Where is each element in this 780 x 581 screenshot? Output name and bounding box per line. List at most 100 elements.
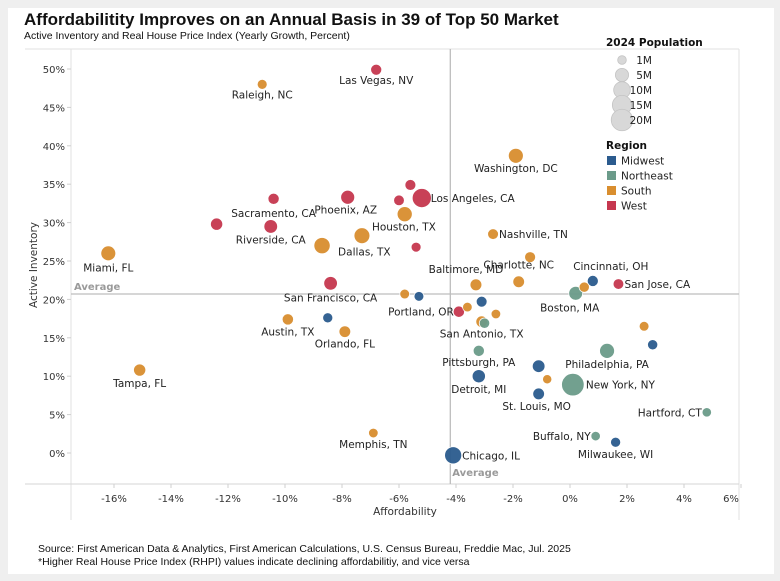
data-point[interactable]	[410, 241, 422, 253]
data-point[interactable]	[469, 278, 483, 292]
point-label: Buffalo, NY	[533, 431, 591, 443]
data-point[interactable]	[396, 206, 413, 223]
data-point[interactable]	[638, 320, 650, 332]
x-average-label: Average	[452, 468, 499, 479]
data-point[interactable]	[586, 275, 599, 287]
data-point[interactable]	[444, 446, 463, 465]
point-label: Milwaukee, WI	[578, 449, 653, 461]
point-label: St. Louis, MO	[502, 401, 571, 413]
data-point[interactable]	[340, 189, 356, 205]
data-point[interactable]	[404, 179, 417, 191]
data-point[interactable]	[531, 359, 546, 373]
x-tick-label: -2%	[503, 494, 522, 505]
y-tick-label: 35%	[43, 180, 65, 191]
data-point[interactable]	[323, 276, 338, 291]
data-point[interactable]	[487, 228, 499, 240]
data-point[interactable]	[612, 278, 625, 290]
x-tick-label: -10%	[272, 494, 298, 505]
x-tick-label: 4%	[676, 494, 692, 505]
x-tick-label: -6%	[389, 494, 408, 505]
y-tick-label: 40%	[43, 142, 65, 153]
data-point[interactable]	[413, 291, 425, 302]
y-tick-label: 30%	[43, 219, 65, 230]
data-point[interactable]	[471, 369, 486, 384]
color-legend-label: South	[621, 186, 652, 198]
data-point[interactable]	[507, 147, 524, 164]
data-point[interactable]	[281, 313, 294, 326]
y-average-label: Average	[74, 282, 121, 293]
data-point[interactable]	[599, 342, 615, 359]
data-point[interactable]	[338, 325, 352, 338]
size-legend-circle	[610, 108, 634, 132]
x-tick-label: -4%	[446, 494, 465, 505]
data-point[interactable]	[532, 387, 545, 401]
y-tick-label: 15%	[43, 334, 65, 345]
data-point[interactable]	[561, 372, 585, 397]
data-point[interactable]	[210, 217, 224, 231]
data-point[interactable]	[610, 436, 622, 448]
y-tick-label: 50%	[43, 65, 65, 76]
data-point[interactable]	[478, 317, 491, 329]
data-point[interactable]	[568, 285, 584, 301]
color-legend-swatch	[607, 171, 616, 180]
data-point[interactable]	[322, 312, 334, 324]
point-label: Houston, TX	[372, 222, 436, 234]
y-tick-label: 20%	[43, 295, 65, 306]
data-point[interactable]	[411, 188, 432, 209]
size-legend-circle	[617, 55, 627, 65]
data-point[interactable]	[701, 407, 712, 418]
data-point[interactable]	[490, 308, 502, 320]
size-legend-label: 1M	[636, 55, 652, 67]
x-axis-ticks: -16% -14% -12% -10% -8% -6% -4% -2% 0% 2% 4% 6%	[101, 484, 742, 505]
data-point[interactable]	[133, 363, 147, 377]
point-label: Detroit, MI	[451, 384, 506, 396]
point-label: San Antonio, TX	[440, 329, 524, 341]
data-point[interactable]	[524, 251, 536, 264]
x-tick-label: -16%	[101, 494, 127, 505]
data-point[interactable]	[512, 275, 525, 288]
plot-frame	[25, 48, 740, 520]
point-label: San Francisco, CA	[284, 292, 378, 304]
legend: 2024 Population 1M 5M 10M 15M 20M Region Mid…	[606, 37, 703, 213]
color-legend-label: Northeast	[621, 171, 673, 183]
y-tick-label: 0%	[49, 449, 65, 460]
color-legend-label: Midwest	[621, 156, 664, 168]
point-label: Dallas, TX	[338, 247, 391, 259]
data-point[interactable]	[452, 305, 465, 318]
point-label: Charlotte, NC	[483, 260, 554, 272]
y-axis-label: Active Inventory	[28, 222, 40, 308]
point-label: Miami, FL	[83, 262, 133, 274]
x-axis-label: Affordability	[373, 506, 437, 518]
data-point[interactable]	[353, 227, 371, 244]
x-tick-label: -12%	[215, 494, 241, 505]
data-point[interactable]	[472, 344, 485, 357]
data-point[interactable]	[100, 245, 117, 262]
size-legend-title: 2024 Population	[606, 37, 703, 49]
data-point[interactable]	[590, 430, 601, 442]
y-tick-label: 45%	[43, 103, 65, 114]
data-point[interactable]	[393, 194, 405, 207]
point-label: Baltimore, MD	[429, 264, 504, 276]
color-legend-swatch	[607, 201, 616, 210]
data-point[interactable]	[370, 63, 383, 76]
data-point[interactable]	[647, 339, 659, 351]
point-label: San Jose, CA	[624, 279, 691, 291]
size-legend-label: 15M	[630, 100, 652, 112]
data-point[interactable]	[462, 301, 473, 313]
data-point[interactable]	[256, 78, 268, 90]
color-legend-swatch	[607, 156, 616, 165]
point-label: Las Vegas, NV	[339, 75, 414, 87]
data-point[interactable]	[313, 237, 331, 255]
chart-subtitle: Active Inventory and Real House Price In…	[24, 30, 350, 42]
point-label: Cincinnati, OH	[573, 261, 648, 273]
data-point[interactable]	[267, 192, 280, 205]
data-point[interactable]	[475, 295, 488, 308]
data-point[interactable]	[263, 219, 278, 234]
x-tick-label: 6%	[723, 494, 739, 505]
data-point[interactable]	[399, 288, 411, 300]
data-point[interactable]	[542, 374, 553, 385]
data-point[interactable]	[368, 427, 379, 439]
data-point[interactable]	[578, 281, 590, 293]
point-labels: Raleigh, NC Las Vegas, NV Washington, DC Sa…	[83, 75, 702, 463]
